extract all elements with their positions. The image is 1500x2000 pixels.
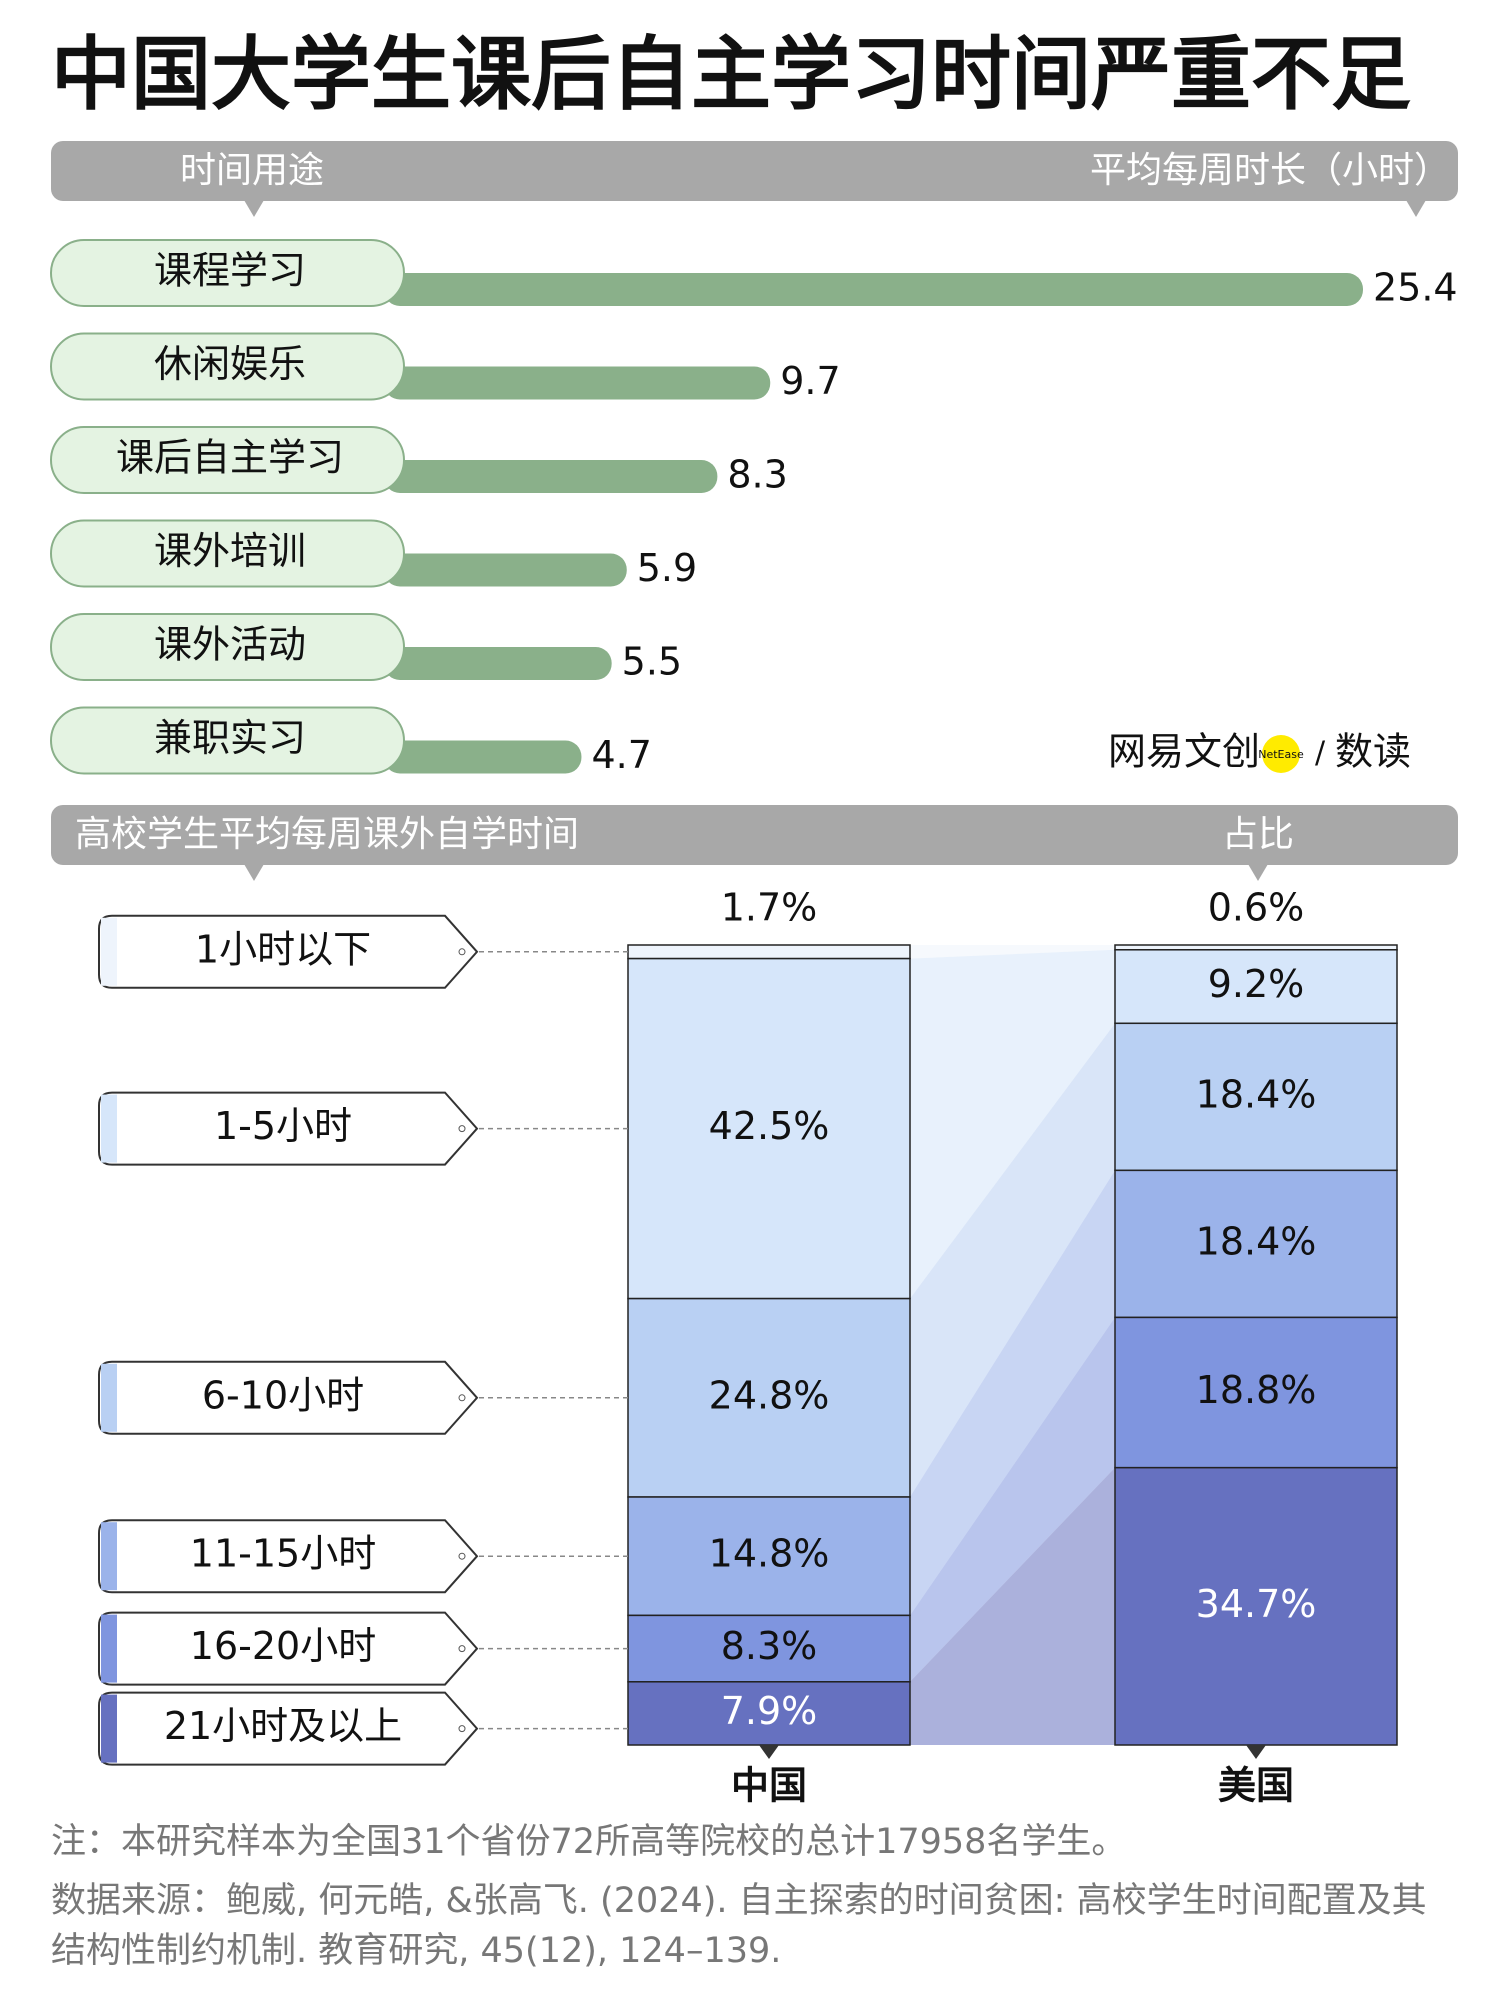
- bar: [384, 273, 1363, 306]
- label-dot: [458, 1394, 466, 1402]
- header-pointer: [1406, 200, 1426, 217]
- category-label: 课外培训: [154, 529, 306, 573]
- value-label: 18.4%: [1196, 1219, 1317, 1263]
- label-swatch: [101, 1094, 117, 1163]
- series-label: 6-10小时: [202, 1373, 364, 1417]
- logo-circle: [1262, 735, 1300, 773]
- series-label: 16-20小时: [190, 1624, 376, 1668]
- value-label: 18.4%: [1196, 1072, 1317, 1116]
- value-label: 5.9: [637, 546, 697, 590]
- label-dot: [458, 948, 466, 956]
- category-pill: [50, 706, 405, 775]
- label-dot: [458, 1725, 466, 1733]
- flow: [910, 1317, 1115, 1682]
- bar: [384, 647, 612, 680]
- label-swatch: [101, 1694, 117, 1763]
- logo-slash: /: [1315, 736, 1326, 771]
- bar: [384, 460, 718, 493]
- value-label: 25.4: [1373, 266, 1458, 310]
- header-bar: [51, 805, 1458, 865]
- header-right: 平均每周时长（小时）: [1090, 150, 1450, 191]
- value-label: 4.7: [591, 733, 651, 777]
- category-label: 课外活动: [154, 623, 306, 667]
- series-label: 21小时及以上: [164, 1704, 402, 1748]
- segment: [1114, 1169, 1398, 1319]
- value-label: 9.2%: [1208, 962, 1305, 1006]
- logo-section: 数读: [1335, 730, 1411, 774]
- bar: [384, 740, 582, 774]
- value-label: 18.8%: [1196, 1368, 1317, 1412]
- value-label: 7.9%: [721, 1689, 818, 1733]
- category-label: 休闲娱乐: [154, 342, 306, 386]
- category-pill: [50, 519, 405, 588]
- category-label: 美国: [1218, 1764, 1294, 1808]
- logo-brand: 网易文创: [1108, 730, 1260, 774]
- bar-pointer: [759, 1745, 779, 1759]
- header-left: 高校学生平均每周课外自学时间: [75, 814, 579, 855]
- value-label: 8.3%: [721, 1624, 818, 1668]
- header-pointer: [1248, 864, 1268, 881]
- segment: [1114, 1316, 1398, 1469]
- flow: [910, 1467, 1115, 1745]
- label-swatch: [101, 1614, 117, 1683]
- category-label: 中国: [731, 1764, 807, 1808]
- segment: [627, 1297, 911, 1498]
- label-dot: [458, 1645, 466, 1653]
- logo: 网易文创 NetEase / 数读: [1108, 730, 1411, 774]
- logo-badge: NetEase: [1258, 748, 1304, 761]
- flow: [910, 1170, 1115, 1616]
- segment: [627, 944, 911, 960]
- category-pill: [50, 332, 405, 401]
- value-label: 5.5: [622, 640, 682, 684]
- series-label: 11-15小时: [190, 1532, 376, 1576]
- source: 数据来源：鲍威, 何元皓, &张高飞. (2024). 自主探索的时间贫困: 高…: [51, 1881, 1427, 1971]
- value-label: 42.5%: [709, 1104, 830, 1148]
- label-dot: [458, 1552, 466, 1560]
- header-pointer: [244, 200, 264, 217]
- segment: [1114, 949, 1398, 1025]
- header-bar: [51, 141, 1458, 201]
- header-pointer: [244, 864, 264, 881]
- header-left: 时间用途: [180, 150, 324, 191]
- flow: [910, 949, 1115, 1299]
- label-swatch: [101, 1363, 117, 1432]
- segment: [1114, 1022, 1398, 1172]
- bar-pointer: [1246, 1745, 1266, 1759]
- flow: [910, 945, 1115, 959]
- series-label: 1-5小时: [214, 1104, 352, 1148]
- label-swatch: [101, 1522, 117, 1591]
- value-label: 0.6%: [1208, 886, 1305, 930]
- value-label: 1.7%: [721, 886, 818, 930]
- note: 注：本研究样本为全国31个省份72所高等院校的总计17958名学生。: [51, 1822, 1127, 1862]
- segment: [627, 1496, 911, 1617]
- category-label: 课后自主学习: [116, 436, 344, 480]
- header-right: 占比: [1222, 814, 1294, 855]
- bar: [384, 366, 771, 400]
- label-dot: [458, 1125, 466, 1133]
- value-label: 34.7%: [1196, 1582, 1317, 1626]
- value-label: 8.3: [727, 453, 787, 497]
- category-pill: [50, 239, 405, 307]
- segment: [627, 1681, 911, 1746]
- category-label: 课程学习: [154, 249, 306, 293]
- title: 中国大学生课后自主学习时间严重不足: [51, 28, 1411, 121]
- category-pill: [50, 613, 405, 681]
- flow: [910, 1023, 1115, 1497]
- bar: [384, 553, 627, 587]
- value-label: 9.7: [780, 359, 840, 403]
- value-label: 24.8%: [709, 1373, 830, 1417]
- series-label: 1小时以下: [195, 927, 371, 971]
- label-swatch: [101, 917, 117, 986]
- value-label: 14.8%: [709, 1532, 830, 1576]
- category-label: 兼职实习: [154, 716, 306, 760]
- category-pill: [50, 426, 405, 494]
